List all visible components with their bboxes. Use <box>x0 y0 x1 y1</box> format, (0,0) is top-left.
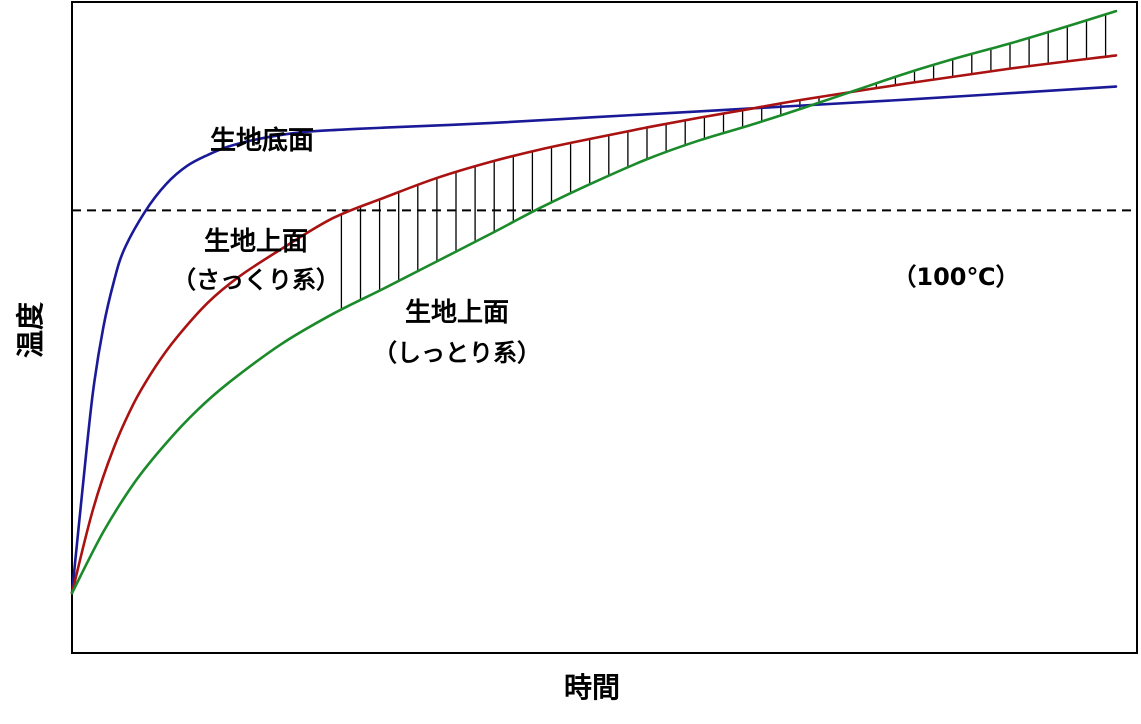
x-axis-label: 時間 <box>564 671 620 704</box>
y-axis-label: 温度 <box>14 302 47 358</box>
plot-frame <box>71 1 1138 654</box>
series-layer <box>70 9 1118 595</box>
label-crisp-top-line1: 生地上面 <box>204 227 308 257</box>
label-100c: （100℃） <box>892 263 1019 291</box>
series-line-bottom <box>70 85 1118 595</box>
hatch-region <box>340 14 1107 310</box>
label-crisp-top-line2: （さっくり系） <box>172 266 340 294</box>
label-moist-top-line1: 生地上面 <box>405 298 509 328</box>
series-line-crisp_top <box>70 54 1118 595</box>
series-line-moist_top <box>70 9 1118 595</box>
label-bottom-surface: 生地底面 <box>210 125 314 156</box>
label-moist-top-line2: （しっとり系） <box>373 339 541 367</box>
